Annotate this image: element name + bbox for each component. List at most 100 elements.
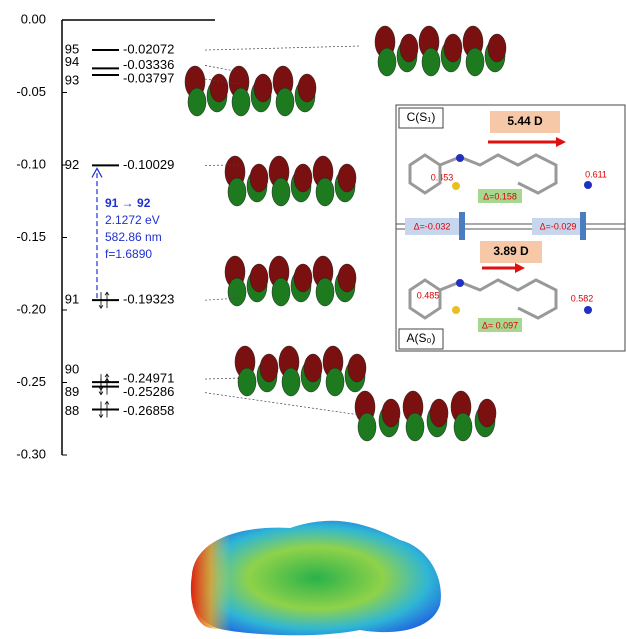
dipole-arrow-head bbox=[556, 137, 566, 147]
orbital-lobe bbox=[347, 353, 367, 383]
charge-label: 0.485 bbox=[417, 290, 440, 300]
orbital-number: 92 bbox=[65, 157, 79, 172]
energy-label: -0.26858 bbox=[123, 403, 174, 418]
spin-arrow-head bbox=[104, 291, 110, 296]
esp-surface bbox=[190, 527, 290, 636]
charge-label: 0.611 bbox=[585, 169, 607, 179]
orbital-lobe bbox=[421, 47, 441, 77]
orbital-lobe bbox=[453, 412, 473, 442]
change-box bbox=[405, 218, 460, 235]
transition-label: f=1.6890 bbox=[105, 247, 152, 261]
orbital-lobe bbox=[405, 412, 425, 442]
orbital-number: 88 bbox=[65, 403, 79, 418]
change-label: Δ=-0.029 bbox=[540, 221, 577, 231]
esp-map bbox=[190, 520, 441, 636]
atom bbox=[452, 182, 460, 190]
change-arrow bbox=[459, 212, 465, 240]
y-tick-label: -0.30 bbox=[16, 446, 46, 461]
charge-label: 0.453 bbox=[431, 172, 454, 182]
orbital-lobe bbox=[465, 47, 485, 77]
state-box bbox=[398, 328, 444, 350]
orbital-lobe bbox=[275, 87, 295, 117]
orbital-lobe bbox=[187, 87, 207, 117]
orbital-lobe bbox=[271, 177, 291, 207]
orbital-lobe bbox=[325, 367, 345, 397]
orbital-lobe bbox=[293, 263, 313, 293]
orbital-lobe bbox=[227, 177, 247, 207]
delta-label: Δ= 0.097 bbox=[482, 320, 518, 330]
dipole-label: 3.89 D bbox=[493, 244, 529, 258]
dipole-arrow-head bbox=[515, 263, 525, 273]
orbital-lobe bbox=[443, 33, 463, 63]
dipole-box bbox=[490, 111, 560, 133]
delta-label: Δ=0.158 bbox=[483, 191, 517, 201]
y-tick-label: -0.05 bbox=[16, 84, 46, 99]
spin-arrow-head bbox=[104, 377, 110, 382]
orbital-lobe bbox=[337, 163, 357, 193]
orbital-number: 94 bbox=[65, 54, 79, 69]
orbital-number: 91 bbox=[65, 292, 79, 307]
orbital-lobe bbox=[227, 277, 247, 307]
orbital-lobe bbox=[487, 33, 507, 63]
orbital-number: 90 bbox=[65, 362, 79, 377]
orbital-lobe bbox=[237, 367, 257, 397]
connector bbox=[204, 65, 241, 73]
inset: C(S₁) 5.44 D 0.453 0.611 Δ=0.158 Δ=-0.03… bbox=[395, 104, 626, 352]
dipole-label: 5.44 D bbox=[507, 114, 543, 128]
transition-label: 2.1272 eV bbox=[105, 213, 160, 227]
orbital-lobe bbox=[253, 73, 273, 103]
orbital-lobe bbox=[231, 87, 251, 117]
state-label: A(S₀) bbox=[407, 331, 436, 345]
y-tick-label: -0.20 bbox=[16, 301, 46, 316]
change-box bbox=[532, 218, 584, 235]
orbital-lobe bbox=[429, 398, 449, 428]
transition-label: 582.86 nm bbox=[105, 230, 162, 244]
change-arrow bbox=[580, 212, 586, 240]
state-label: C(S₁) bbox=[407, 110, 436, 124]
molecule-sketch bbox=[408, 153, 558, 320]
atom bbox=[584, 306, 592, 314]
atom bbox=[456, 279, 464, 287]
y-tick-label: 0.00 bbox=[21, 11, 46, 26]
orbital-number: 95 bbox=[65, 41, 79, 56]
orbital-lobe bbox=[399, 33, 419, 63]
energy-label: -0.03797 bbox=[123, 70, 174, 85]
orbital-lobe bbox=[357, 412, 377, 442]
transition-arrow-head bbox=[91, 167, 103, 178]
connector bbox=[204, 297, 241, 301]
state-box bbox=[398, 107, 444, 129]
spin-arrow-head bbox=[104, 400, 110, 405]
orbital-images bbox=[184, 25, 507, 442]
orbital-lobe bbox=[209, 73, 229, 103]
spin-arrow-head bbox=[104, 373, 110, 378]
charge-label: 0.582 bbox=[571, 293, 594, 303]
orbital-lobe bbox=[297, 73, 317, 103]
energy-label: -0.10029 bbox=[123, 157, 174, 172]
orbital-lobe bbox=[293, 163, 313, 193]
orbital-lobe bbox=[281, 367, 301, 397]
orbital-lobe bbox=[259, 353, 279, 383]
change-label: Δ=-0.032 bbox=[414, 221, 451, 231]
orbital-lobe bbox=[271, 277, 291, 307]
atom bbox=[452, 306, 460, 314]
energy-label: -0.24971 bbox=[123, 371, 174, 386]
orbital-lobe bbox=[337, 263, 357, 293]
y-tick-label: -0.15 bbox=[16, 229, 46, 244]
y-tick-label: -0.25 bbox=[16, 374, 46, 389]
y-tick-label: -0.10 bbox=[16, 156, 46, 171]
orbital-lobe bbox=[315, 277, 335, 307]
energy-label: -0.02072 bbox=[123, 41, 174, 56]
energy-label: -0.25286 bbox=[123, 384, 174, 399]
orbital-lobe bbox=[303, 353, 323, 383]
atom bbox=[584, 181, 592, 189]
spin-arrow-head bbox=[98, 391, 104, 396]
orbital-lobe bbox=[477, 398, 497, 428]
orbital-lobe bbox=[381, 398, 401, 428]
orbital-number: 93 bbox=[65, 72, 79, 87]
delta-box bbox=[478, 189, 522, 203]
connector bbox=[204, 45, 361, 51]
connector bbox=[204, 377, 241, 380]
atom bbox=[456, 154, 464, 162]
orbital-lobe bbox=[249, 163, 269, 193]
